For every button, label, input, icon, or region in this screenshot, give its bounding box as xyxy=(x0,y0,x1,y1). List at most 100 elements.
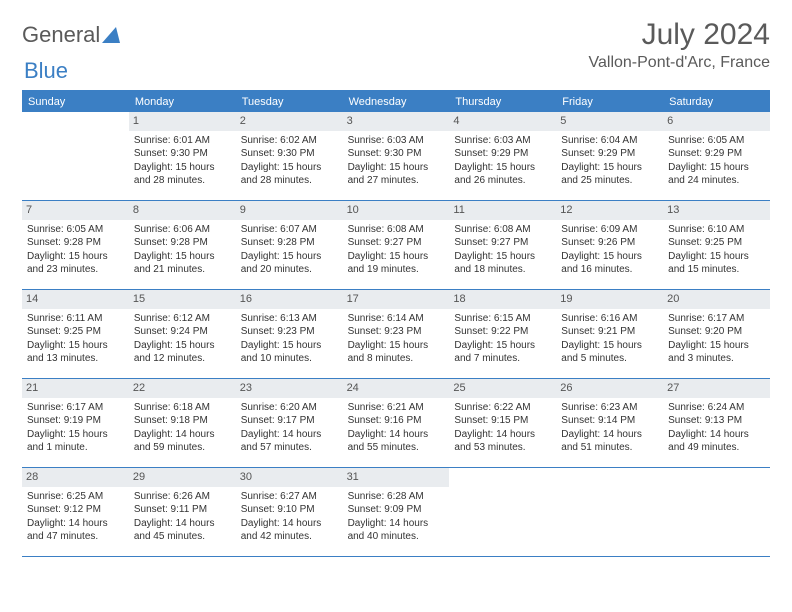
day-cell: 21Sunrise: 6:17 AMSunset: 9:19 PMDayligh… xyxy=(22,379,129,467)
sunset-text: Sunset: 9:28 PM xyxy=(241,236,338,250)
week-row: 1Sunrise: 6:01 AMSunset: 9:30 PMDaylight… xyxy=(22,112,770,201)
sunset-text: Sunset: 9:18 PM xyxy=(134,414,231,428)
sunrise-text: Sunrise: 6:17 AM xyxy=(27,401,124,415)
day-cell: 16Sunrise: 6:13 AMSunset: 9:23 PMDayligh… xyxy=(236,290,343,378)
day-cell: 22 Sunrise: 6:18 AMSunset: 9:18 PMDayligh… xyxy=(129,379,236,467)
day-number: 28 xyxy=(22,468,129,487)
day-number: 14 xyxy=(22,290,129,309)
sunrise-text: Sunrise: 6:08 AM xyxy=(454,223,551,237)
sunrise-text: Sunrise: 6:17 AM xyxy=(668,312,765,326)
calendar-page: General July 2024 Vallon-Pont-d'Arc, Fra… xyxy=(0,0,792,567)
sunset-text: Sunset: 9:22 PM xyxy=(454,325,551,339)
week-row: 7Sunrise: 6:05 AMSunset: 9:28 PMDaylight… xyxy=(22,201,770,290)
sunset-text: Sunset: 9:20 PM xyxy=(668,325,765,339)
sunset-text: Sunset: 9:14 PM xyxy=(561,414,658,428)
day-cell: 24Sunrise: 6:21 AMSunset: 9:16 PMDayligh… xyxy=(343,379,450,467)
day-cell: 10Sunrise: 6:08 AMSunset: 9:27 PMDayligh… xyxy=(343,201,450,289)
day-cell: 27Sunrise: 6:24 AMSunset: 9:13 PMDayligh… xyxy=(663,379,770,467)
sunrise-text: Sunrise: 6:24 AM xyxy=(668,401,765,415)
day-cell: 2Sunrise: 6:02 AMSunset: 9:30 PMDaylight… xyxy=(236,112,343,200)
sunset-text: Sunset: 9:26 PM xyxy=(561,236,658,250)
day-number: 4 xyxy=(449,112,556,131)
sunrise-text: Sunrise: 6:11 AM xyxy=(27,312,124,326)
sunset-text: Sunset: 9:15 PM xyxy=(454,414,551,428)
day-number: 19 xyxy=(556,290,663,309)
day-cell: 26Sunrise: 6:23 AMSunset: 9:14 PMDayligh… xyxy=(556,379,663,467)
day-cell: 31Sunrise: 6:28 AMSunset: 9:09 PMDayligh… xyxy=(343,468,450,556)
day-number: 31 xyxy=(343,468,450,487)
day-cell: 9Sunrise: 6:07 AMSunset: 9:28 PMDaylight… xyxy=(236,201,343,289)
sunset-text: Sunset: 9:19 PM xyxy=(27,414,124,428)
daylight-text: Daylight: 15 hours and 25 minutes. xyxy=(561,161,658,188)
sunrise-text: Sunrise: 6:18 AM xyxy=(134,401,231,415)
sunrise-text: Sunrise: 6:14 AM xyxy=(348,312,445,326)
sunrise-text: Sunrise: 6:10 AM xyxy=(668,223,765,237)
week-row: 14Sunrise: 6:11 AMSunset: 9:25 PMDayligh… xyxy=(22,290,770,379)
day-number: 6 xyxy=(663,112,770,131)
calendar-grid: Sunday Monday Tuesday Wednesday Thursday… xyxy=(22,90,770,557)
day-number: 24 xyxy=(343,379,450,398)
day-cell: 23Sunrise: 6:20 AMSunset: 9:17 PMDayligh… xyxy=(236,379,343,467)
day-number: 13 xyxy=(663,201,770,220)
daylight-text: Daylight: 15 hours and 26 minutes. xyxy=(454,161,551,188)
sunset-text: Sunset: 9:17 PM xyxy=(241,414,338,428)
sunrise-text: Sunrise: 6:23 AM xyxy=(561,401,658,415)
day-cell: 6Sunrise: 6:05 AMSunset: 9:29 PMDaylight… xyxy=(663,112,770,200)
week-row: 21Sunrise: 6:17 AMSunset: 9:19 PMDayligh… xyxy=(22,379,770,468)
dayname-wednesday: Wednesday xyxy=(343,92,450,112)
dayname-friday: Friday xyxy=(556,92,663,112)
sunrise-text: Sunrise: 6:05 AM xyxy=(668,134,765,148)
day-number: 20 xyxy=(663,290,770,309)
sunrise-text: Sunrise: 6:27 AM xyxy=(241,490,338,504)
daylight-text: Daylight: 14 hours and 53 minutes. xyxy=(454,428,551,455)
sunrise-text: Sunrise: 6:21 AM xyxy=(348,401,445,415)
day-number: 29 xyxy=(129,468,236,487)
logo-triangle-icon xyxy=(102,27,120,43)
daylight-text: Daylight: 14 hours and 47 minutes. xyxy=(27,517,124,544)
sunset-text: Sunset: 9:25 PM xyxy=(668,236,765,250)
day-number: 30 xyxy=(236,468,343,487)
daylight-text: Daylight: 15 hours and 24 minutes. xyxy=(668,161,765,188)
daylight-text: Daylight: 14 hours and 57 minutes. xyxy=(241,428,338,455)
brand-part2: Blue xyxy=(24,58,68,83)
brand-logo: General xyxy=(22,18,120,48)
daylight-text: Daylight: 15 hours and 16 minutes. xyxy=(561,250,658,277)
sunrise-text: Sunrise: 6:22 AM xyxy=(454,401,551,415)
day-cell: 18Sunrise: 6:15 AMSunset: 9:22 PMDayligh… xyxy=(449,290,556,378)
sunset-text: Sunset: 9:30 PM xyxy=(348,147,445,161)
sunset-text: Sunset: 9:30 PM xyxy=(134,147,231,161)
day-number: 27 xyxy=(663,379,770,398)
sunrise-text: Sunrise: 6:28 AM xyxy=(348,490,445,504)
daylight-text: Daylight: 15 hours and 21 minutes. xyxy=(134,250,231,277)
daylight-text: Daylight: 15 hours and 20 minutes. xyxy=(241,250,338,277)
sunset-text: Sunset: 9:21 PM xyxy=(561,325,658,339)
day-number: 12 xyxy=(556,201,663,220)
daylight-text: Daylight: 15 hours and 3 minutes. xyxy=(668,339,765,366)
sunset-text: Sunset: 9:09 PM xyxy=(348,503,445,517)
sunset-text: Sunset: 9:27 PM xyxy=(348,236,445,250)
daylight-text: Daylight: 14 hours and 59 minutes. xyxy=(134,428,231,455)
sunset-text: Sunset: 9:29 PM xyxy=(561,147,658,161)
daylight-text: Daylight: 15 hours and 18 minutes. xyxy=(454,250,551,277)
daylight-text: Daylight: 15 hours and 15 minutes. xyxy=(668,250,765,277)
sunset-text: Sunset: 9:12 PM xyxy=(27,503,124,517)
daylight-text: Daylight: 14 hours and 45 minutes. xyxy=(134,517,231,544)
daylight-text: Daylight: 15 hours and 12 minutes. xyxy=(134,339,231,366)
sunrise-text: Sunrise: 6:09 AM xyxy=(561,223,658,237)
sunrise-text: Sunrise: 6:20 AM xyxy=(241,401,338,415)
sunrise-text: Sunrise: 6:04 AM xyxy=(561,134,658,148)
sunrise-text: Sunrise: 6:25 AM xyxy=(27,490,124,504)
dayname-saturday: Saturday xyxy=(663,92,770,112)
sunset-text: Sunset: 9:27 PM xyxy=(454,236,551,250)
day-cell: 8Sunrise: 6:06 AMSunset: 9:28 PMDaylight… xyxy=(129,201,236,289)
sunset-text: Sunset: 9:10 PM xyxy=(241,503,338,517)
daylight-text: Daylight: 15 hours and 8 minutes. xyxy=(348,339,445,366)
sunrise-text: Sunrise: 6:12 AM xyxy=(134,312,231,326)
day-number: 22 xyxy=(129,379,236,398)
sunset-text: Sunset: 9:23 PM xyxy=(348,325,445,339)
sunset-text: Sunset: 9:30 PM xyxy=(241,147,338,161)
day-number: 1 xyxy=(129,112,236,131)
day-cell: 25Sunrise: 6:22 AMSunset: 9:15 PMDayligh… xyxy=(449,379,556,467)
sunrise-text: Sunrise: 6:06 AM xyxy=(134,223,231,237)
sunset-text: Sunset: 9:11 PM xyxy=(134,503,231,517)
